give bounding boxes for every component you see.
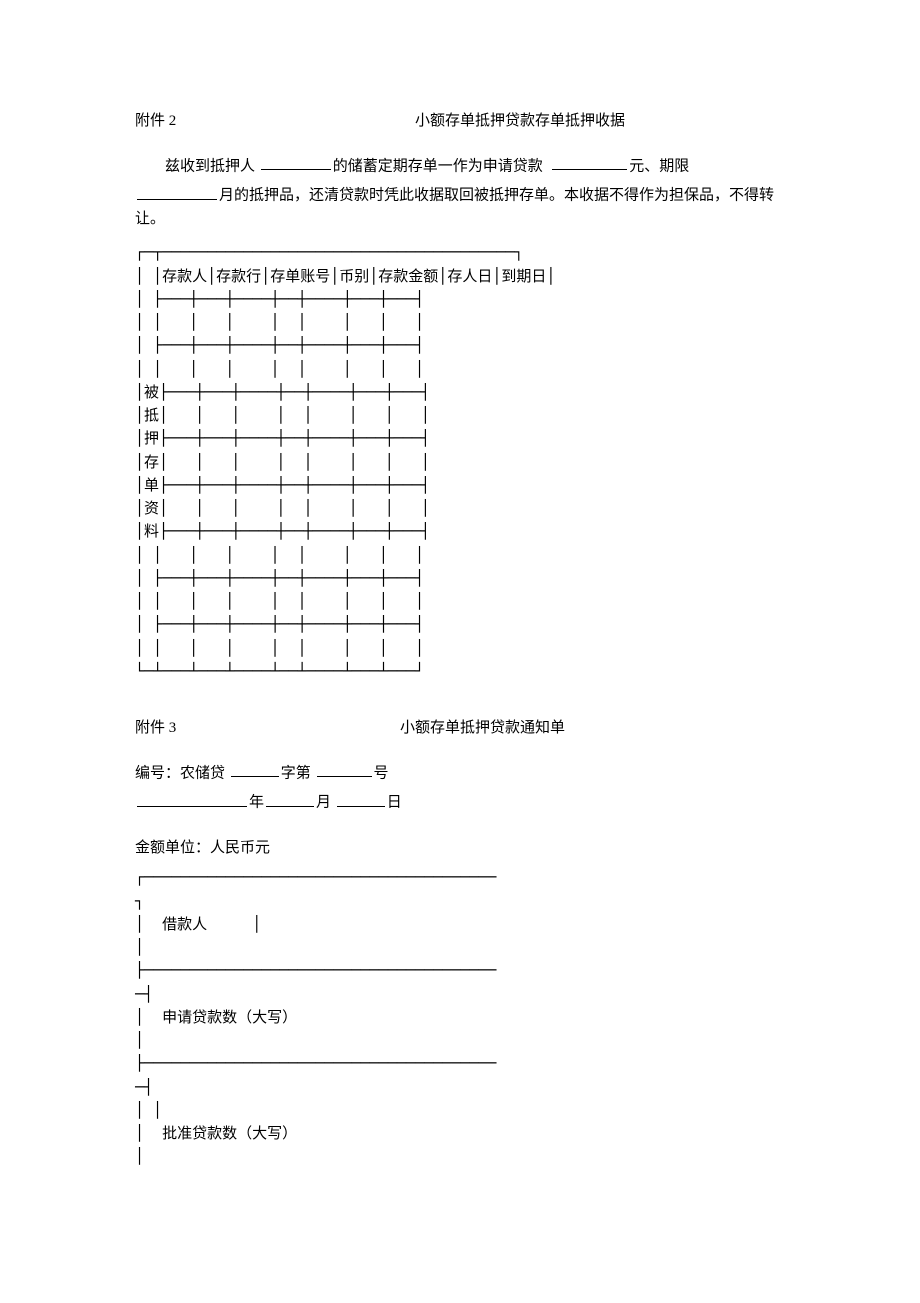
col-currency: 币别 — [339, 267, 369, 285]
blank-month — [266, 789, 314, 807]
para-text-1: 兹收到抵押人 — [165, 158, 259, 174]
blank-serial-1 — [231, 760, 279, 778]
blank-day — [337, 789, 385, 807]
row-apply-amount: 申请贷款数（大写） — [162, 1008, 297, 1026]
blank-serial-2 — [317, 760, 372, 778]
row-approve-amount: 批准贷款数（大写） — [162, 1124, 297, 1142]
attachment2-header: 附件 2 小额存单抵押贷款存单抵押收据 — [135, 110, 785, 133]
col-due-date: 到期日 — [501, 267, 546, 285]
blank-year — [137, 789, 247, 807]
unit-label: 金额单位：人民币元 — [135, 837, 785, 860]
blank-term — [137, 182, 217, 200]
attachment2-label: 附件 2 — [135, 110, 176, 133]
date-day: 日 — [387, 795, 402, 811]
para-text-3: 元、期限 — [629, 158, 689, 174]
col-depositor: 存款人 — [162, 267, 207, 285]
attachment3-label: 附件 3 — [135, 717, 176, 740]
date-year: 年 — [249, 795, 264, 811]
blank-pledger — [261, 153, 331, 171]
notice-table: ┌───────────────────────────────────────… — [135, 866, 785, 1168]
row-borrower: 借款人 — [162, 915, 207, 933]
blank-amount — [552, 153, 627, 171]
serial-suffix: 号 — [374, 765, 389, 781]
date-month: 月 — [316, 795, 335, 811]
col-account: 存单账号 — [270, 267, 330, 285]
para-text-2: 的储蓄定期存单一作为申请贷款 — [333, 158, 547, 174]
attachment2-title: 小额存单抵押贷款存单抵押收据 — [415, 110, 625, 133]
serial-mid: 字第 — [281, 765, 315, 781]
serial-prefix: 编号：农储贷 — [135, 765, 229, 781]
col-bank: 存款行 — [216, 267, 261, 285]
date-line: 年月 日 — [135, 789, 785, 815]
attachment2-paragraph-line2: 月的抵押品，还清贷款时凭此收据取回被抵押存单。本收据不得作为担保品，不得转让。 — [135, 182, 785, 231]
col-deposit-date: 存人日 — [447, 267, 492, 285]
col-amount: 存款金额 — [378, 267, 438, 285]
pledge-table: ┌─┬─────────────────────────────────────… — [135, 241, 785, 683]
para-text-4: 月的抵押品，还清贷款时凭此收据取回被抵押存单。本收据不得作为担保品，不得转让。 — [135, 188, 774, 227]
serial-line: 编号：农储贷 字第 号 — [135, 760, 785, 786]
attachment3-title: 小额存单抵押贷款通知单 — [400, 717, 565, 740]
attachment3-header: 附件 3 小额存单抵押贷款通知单 — [135, 717, 785, 740]
attachment2-paragraph: 兹收到抵押人 的储蓄定期存单一作为申请贷款 元、期限 — [135, 153, 785, 179]
